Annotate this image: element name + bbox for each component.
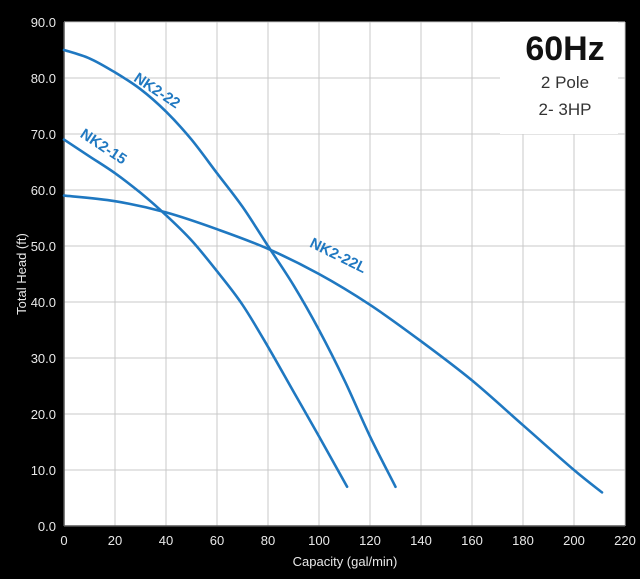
axes — [63, 22, 625, 527]
y-tick-label: 30.0 — [31, 351, 56, 366]
x-tick-label: 140 — [410, 533, 432, 548]
title-box-bg — [500, 22, 618, 134]
title-box: 60Hz 2 Pole 2- 3HP — [500, 22, 618, 134]
y-tick-label: 80.0 — [31, 71, 56, 86]
y-tick-label: 50.0 — [31, 239, 56, 254]
x-tick-label: 120 — [359, 533, 381, 548]
y-tick-label: 60.0 — [31, 183, 56, 198]
x-tick-label: 160 — [461, 533, 483, 548]
y-tick-label: 20.0 — [31, 407, 56, 422]
x-tick-label: 80 — [261, 533, 275, 548]
x-tick-label: 60 — [210, 533, 224, 548]
y-axis-label: Total Head (ft) — [14, 233, 29, 315]
x-tick-label: 0 — [60, 533, 67, 548]
x-tick-labels: 0 20 40 60 80 100 120 140 160 180 200 220 — [60, 533, 635, 548]
x-tick-label: 40 — [159, 533, 173, 548]
series-lines — [62, 48, 604, 494]
y-tick-label: 90.0 — [31, 15, 56, 30]
y-tick-label: 70.0 — [31, 127, 56, 142]
y-tick-label: 40.0 — [31, 295, 56, 310]
x-tick-label: 180 — [512, 533, 534, 548]
chart-title: 60Hz — [525, 30, 604, 68]
series-line-nk2-22 — [62, 48, 397, 489]
x-tick-label: 220 — [614, 533, 636, 548]
series-line-nk2-22l — [62, 194, 604, 494]
y-tick-labels: 0.0 10.0 20.0 30.0 40.0 50.0 60.0 70.0 80.0 90.0 — [31, 15, 56, 534]
x-tick-label: 200 — [563, 533, 585, 548]
y-tick-label: 10.0 — [31, 463, 56, 478]
x-axis-label: Capacity (gal/min) — [293, 554, 398, 569]
chart-subtitle-poles: 2 Pole — [541, 73, 589, 92]
x-tick-label: 20 — [108, 533, 122, 548]
series-line-nk2-15 — [62, 138, 349, 489]
chart-subtitle-hp: 2- 3HP — [539, 100, 592, 119]
x-tick-label: 100 — [308, 533, 330, 548]
y-tick-label: 0.0 — [38, 519, 56, 534]
